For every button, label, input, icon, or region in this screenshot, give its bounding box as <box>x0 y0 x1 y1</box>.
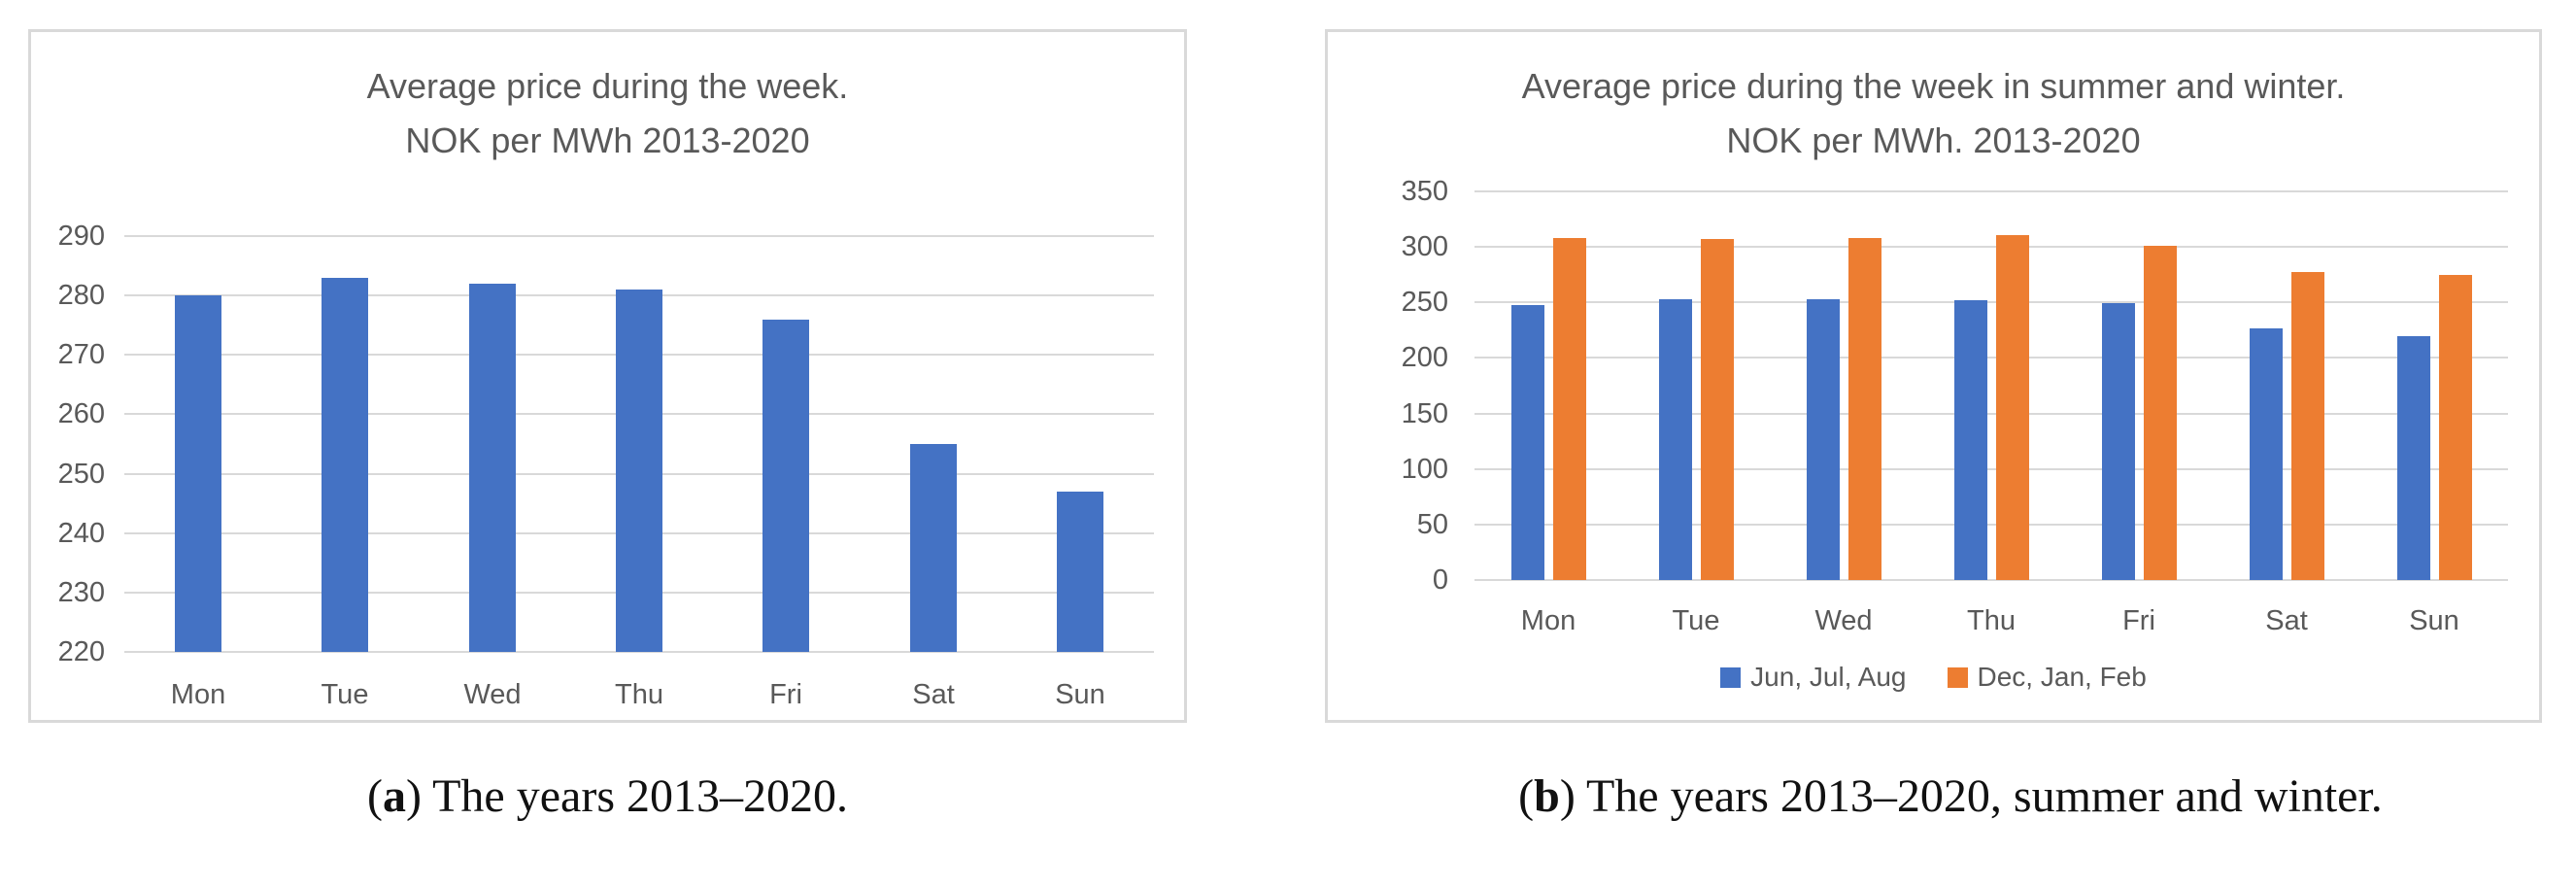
caption-a-paren-open: ( <box>366 770 383 822</box>
legend-item: Jun, Jul, Aug <box>1720 662 1907 693</box>
x-axis-category-label-sun: Sun <box>1055 679 1105 710</box>
chart-b-title-line2: NOK per MWh. 2013-2020 <box>1726 120 2141 160</box>
caption-a-label: (a) <box>367 770 422 822</box>
y-axis-tick-label-290: 290 <box>57 221 105 252</box>
x-axis-category-label-sat: Sat <box>912 679 955 710</box>
caption-a-letter: a <box>382 770 406 822</box>
legend-color-swatch <box>1947 666 1968 688</box>
bar-mon-dec <box>1553 238 1586 580</box>
y-axis-tick-label-150: 150 <box>1401 397 1448 429</box>
bar-sun <box>1057 492 1103 652</box>
y-axis-tick-label-220: 220 <box>57 636 105 667</box>
x-axis-category-label-thu: Thu <box>615 679 663 710</box>
x-axis-category-label-sun: Sun <box>2409 605 2459 636</box>
bar-sat-dec <box>2291 272 2324 580</box>
bar-fri <box>763 320 809 652</box>
chart-a-title: Average price during the week. NOK per M… <box>31 59 1184 168</box>
legend-item-label: Dec, Jan, Feb <box>1977 662 2147 692</box>
x-axis-category-label-mon: Mon <box>1520 605 1576 636</box>
bar-sat-jun <box>2250 328 2283 580</box>
caption-b-label: (b) <box>1518 770 1576 822</box>
caption-b: (b) The years 2013–2020, summer and wint… <box>1325 769 2576 823</box>
chart-panel-a: Average price during the week. NOK per M… <box>28 29 1187 723</box>
bar-sun-jun <box>2397 336 2430 580</box>
gridline-200 <box>1474 357 2508 359</box>
gridline-0 <box>1474 579 2508 581</box>
legend-item-label: Jun, Jul, Aug <box>1750 662 1907 692</box>
y-axis-tick-label-300: 300 <box>1401 231 1448 263</box>
y-axis-tick-label-240: 240 <box>57 517 105 549</box>
y-axis-tick-label-270: 270 <box>57 339 105 371</box>
caption-a: (a) The years 2013–2020. <box>28 769 1187 823</box>
bar-wed <box>469 284 516 652</box>
x-axis-category-label-mon: Mon <box>170 679 226 710</box>
bar-wed-dec <box>1848 238 1881 580</box>
bar-mon <box>175 295 221 652</box>
caption-b-text: The years 2013–2020, summer and winter. <box>1585 770 2383 822</box>
legend-item: Dec, Jan, Feb <box>1947 662 2147 693</box>
bar-tue-dec <box>1701 239 1734 580</box>
legend: Jun, Jul, Aug Dec, Jan, Feb <box>1328 662 2539 693</box>
x-axis-category-label-fri: Fri <box>2122 605 2155 636</box>
chart-a-title-line2: NOK per MWh 2013-2020 <box>405 120 810 160</box>
gridline-100 <box>1474 467 2508 470</box>
caption-b-paren-close: ) <box>1559 770 1576 822</box>
y-axis-tick-label-260: 260 <box>57 398 105 430</box>
y-axis-tick-label-280: 280 <box>57 280 105 312</box>
y-axis-tick-label-50: 50 <box>1416 508 1448 540</box>
x-axis-category-label-tue: Tue <box>1672 605 1720 636</box>
legend-color-swatch <box>1720 666 1742 688</box>
y-axis-tick-label-250: 250 <box>57 458 105 490</box>
bar-thu-dec <box>1996 235 2029 580</box>
x-axis-category-label-wed: Wed <box>1814 605 1873 636</box>
caption-b-letter: b <box>1534 770 1560 822</box>
chart-a-title-line1: Average price during the week. <box>366 66 849 106</box>
y-axis-tick-label-350: 350 <box>1401 176 1448 207</box>
caption-a-text: The years 2013–2020. <box>432 770 848 822</box>
caption-b-paren-open: ( <box>1518 770 1535 822</box>
x-axis-category-label-wed: Wed <box>463 679 522 710</box>
x-axis-category-label-tue: Tue <box>321 679 369 710</box>
chart-panel-b: Average price during the week in summer … <box>1325 29 2542 723</box>
gridline-300 <box>1474 246 2508 249</box>
bar-wed-jun <box>1807 299 1840 580</box>
chart-b-title-line1: Average price during the week in summer … <box>1521 66 2346 106</box>
bar-sat <box>910 444 957 652</box>
gridline-50 <box>1474 523 2508 526</box>
bar-sun-dec <box>2439 275 2472 580</box>
y-axis-tick-label-250: 250 <box>1401 287 1448 319</box>
chart-b-title: Average price during the week in summer … <box>1328 59 2539 168</box>
y-axis-tick-label-0: 0 <box>1432 564 1448 596</box>
gridline-220 <box>124 651 1154 653</box>
bar-tue-jun <box>1659 299 1692 580</box>
gridline-350 <box>1474 190 2508 192</box>
bar-thu-jun <box>1954 300 1987 580</box>
y-axis-tick-label-100: 100 <box>1401 453 1448 485</box>
x-axis-category-label-thu: Thu <box>1967 605 2016 636</box>
bar-fri-jun <box>2102 303 2135 580</box>
chart-b-plot-area <box>1474 190 2508 581</box>
x-axis-category-label-sat: Sat <box>2265 605 2308 636</box>
bar-thu <box>616 290 662 652</box>
y-axis-tick-label-200: 200 <box>1401 342 1448 374</box>
bar-tue <box>322 278 368 652</box>
chart-a-plot-area <box>124 235 1154 653</box>
gridline-290 <box>124 235 1154 237</box>
gridline-250 <box>1474 301 2508 304</box>
caption-a-paren-close: ) <box>405 770 422 822</box>
bar-fri-dec <box>2144 246 2177 580</box>
bar-mon-jun <box>1511 305 1544 580</box>
y-axis-tick-label-230: 230 <box>57 576 105 608</box>
x-axis-category-label-fri: Fri <box>769 679 802 710</box>
gridline-150 <box>1474 412 2508 415</box>
